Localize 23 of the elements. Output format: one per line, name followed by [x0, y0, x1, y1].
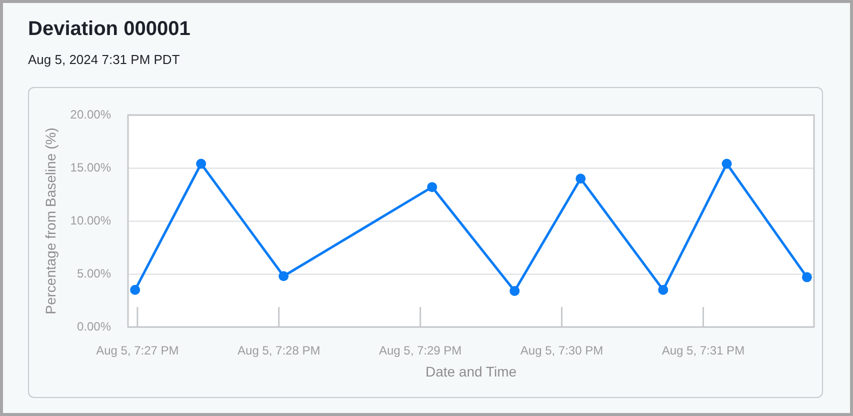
chart-title: Deviation 000001	[28, 18, 190, 41]
y-tick-label: 10.00%	[70, 213, 112, 228]
y-tick-label: 15.00%	[70, 160, 112, 174]
x-tick-label: Aug 5, 7:29 PM	[378, 344, 462, 358]
point	[510, 286, 520, 296]
y-tick-label: 20.00%	[70, 107, 112, 122]
point	[278, 271, 289, 282]
point	[576, 174, 586, 184]
chart-subtitle: Aug 5, 2024 7:31 PM PDT	[28, 52, 180, 67]
y-tick-label: 0.00%	[76, 319, 112, 334]
point	[196, 158, 206, 169]
x-tick-label: Aug 5, 7:28 PM	[238, 344, 320, 358]
point	[722, 158, 732, 169]
x-tick-label: Aug 5, 7:27 PM	[96, 344, 179, 358]
x-axis-title: Date and Time	[425, 363, 517, 380]
point	[802, 272, 812, 282]
point	[658, 284, 668, 295]
y-tick-label: 5.00%	[76, 266, 112, 280]
point	[427, 182, 438, 192]
point	[130, 284, 140, 295]
x-tick-label: Aug 5, 7:31 PM	[662, 344, 745, 358]
y-axis-title: Percentage from Baseline (%)	[42, 128, 58, 314]
x-tick-label: Aug 5, 7:30 PM	[520, 344, 604, 358]
